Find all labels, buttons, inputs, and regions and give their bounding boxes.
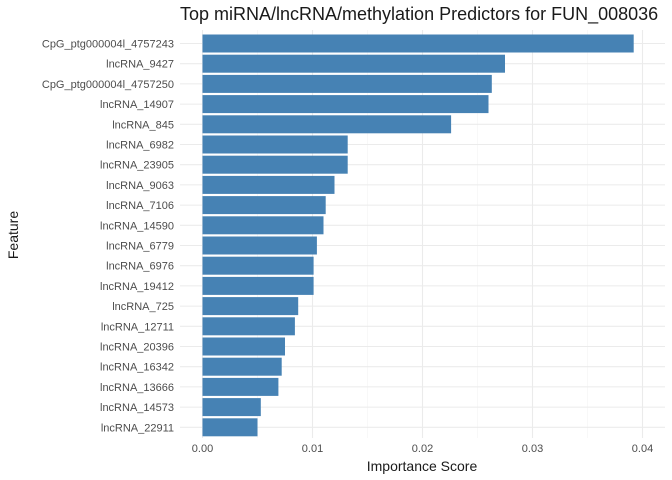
bar	[202, 54, 505, 73]
y-tick-label: lncRNA_19412	[100, 281, 174, 293]
bar	[202, 74, 492, 93]
x-tick-labels: 0.00 0.01 0.02 0.03 0.04	[192, 443, 653, 455]
bar	[202, 317, 295, 336]
y-tick-labels: CpG_ptg000004l_4757243 lncRNA_9427 CpG_ptg…	[42, 39, 174, 435]
bar	[202, 337, 285, 356]
bar	[202, 398, 261, 417]
bar	[202, 135, 348, 154]
y-tick-label: lncRNA_725	[112, 301, 174, 313]
bar	[202, 377, 279, 396]
y-tick-label: lncRNA_20396	[100, 342, 174, 354]
y-axis-title: Feature	[5, 211, 21, 259]
bar	[202, 196, 326, 215]
y-tick-label: lncRNA_14573	[100, 402, 174, 414]
bar	[202, 276, 314, 295]
y-tick-label: lncRNA_23905	[100, 160, 174, 172]
bar	[202, 418, 258, 437]
y-tick-label: lncRNA_9063	[106, 180, 174, 192]
bar	[202, 175, 335, 194]
x-axis-title: Importance Score	[367, 458, 478, 474]
bar	[202, 115, 452, 134]
x-tick-label: 0.02	[412, 443, 433, 455]
y-tick-label: lncRNA_6982	[106, 140, 174, 152]
x-tick-label: 0.04	[632, 443, 653, 455]
y-tick-label: CpG_ptg000004l_4757243	[42, 39, 174, 51]
x-tick-label: 0.01	[302, 443, 323, 455]
x-tick-label: 0.00	[192, 443, 213, 455]
y-tick-label: lncRNA_6976	[106, 261, 174, 273]
bar	[202, 34, 634, 53]
bar	[202, 155, 348, 174]
y-tick-label: lncRNA_14907	[100, 99, 174, 111]
bars	[202, 34, 634, 437]
y-tick-label: lncRNA_12711	[101, 321, 174, 333]
bar	[202, 256, 314, 275]
y-tick-label: lncRNA_22911	[101, 422, 174, 434]
bar	[202, 95, 489, 114]
bar	[202, 216, 324, 235]
bar	[202, 357, 282, 376]
y-tick-label: lncRNA_14590	[100, 220, 174, 232]
y-tick-label: CpG_ptg000004l_4757250	[42, 79, 174, 91]
bar	[202, 236, 317, 255]
y-tick-label: lncRNA_16342	[100, 362, 174, 374]
y-tick-label: lncRNA_6779	[106, 241, 174, 253]
y-tick-label: lncRNA_7106	[106, 200, 174, 212]
bar	[202, 297, 299, 316]
y-tick-label: lncRNA_9427	[106, 59, 174, 71]
y-tick-label: lncRNA_13666	[100, 382, 174, 394]
x-tick-label: 0.03	[522, 443, 543, 455]
chart-title: Top miRNA/lncRNA/methylation Predictors …	[180, 4, 658, 25]
y-tick-label: lncRNA_845	[112, 119, 174, 131]
